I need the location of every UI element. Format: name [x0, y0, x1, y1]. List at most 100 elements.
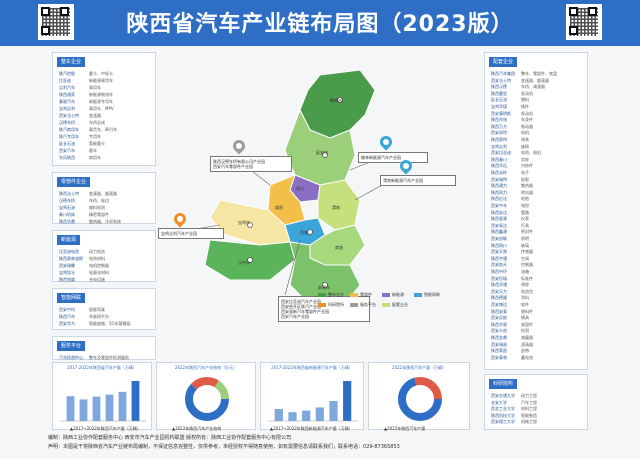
chart-bar — [315, 407, 324, 421]
list-item: 汉德车桥 车桥、轮边 — [59, 198, 109, 204]
footer-line-2: 声明：本图是干将陕西省汽车产业链布局编制，不保证信息完整性，仅供参考，未经授权不… — [48, 444, 400, 450]
item-desc: 材料工程 — [521, 406, 537, 412]
list-item: 西安瑞昌 滤清器 — [491, 342, 533, 348]
panel-title: 新能源 — [57, 235, 81, 245]
item-name: 宝鸡吉利 — [59, 106, 75, 111]
item-desc: 制动器 — [521, 123, 533, 129]
list-item: 陕西华鼎 散热器、冷却系统 — [59, 219, 121, 225]
map-label-hanzhong: 汉中市 — [238, 260, 250, 265]
legend-item: 零部件 — [350, 292, 372, 297]
callout-c4: 宝鸡吉利汽车产业园 — [158, 228, 224, 239]
legend-item: 新能源 — [382, 292, 404, 297]
left-panel-1: 零部件企业 陕西法士特 变速器、缓速器 汉德车桥 车桥、轮边 宝鸡石油 燃料电池 秦川机床 精… — [52, 172, 156, 224]
panel-title: 整车企业 — [57, 57, 86, 67]
callout-line: 西安高新汽车零部件产业园 — [281, 309, 329, 314]
list-item: 西安法士特 变速器 — [59, 113, 101, 119]
item-name: 陕西奥特 — [491, 137, 507, 142]
item-name: 西安汽车 — [59, 148, 75, 153]
item-desc: 标准件 — [521, 275, 533, 281]
bar-chart-svg — [60, 381, 146, 422]
item-desc: 电机控制器 — [89, 263, 109, 268]
item-name: 秦川机床 — [59, 212, 75, 217]
item-desc: 空调 — [521, 255, 529, 261]
item-desc: 蓄电池 — [521, 354, 533, 360]
legend-swatch — [350, 293, 358, 297]
list-item: 陕汽专用车 专用车 — [59, 134, 101, 140]
map-label-yanan: 延安市 — [316, 150, 328, 155]
item-name: 陕西铜川 — [491, 242, 507, 248]
chart-bar — [131, 381, 140, 421]
item-desc: 紧固件 — [521, 321, 533, 327]
list-item: 陕西通力 散热器 — [491, 183, 533, 189]
list-item: 西安易达 灯具 — [491, 223, 529, 229]
item-desc: 模具 — [521, 315, 529, 321]
item-name: 西安比亚迪 — [491, 150, 511, 156]
list-item: 西安中科 智能驾驶 — [59, 307, 105, 313]
chart-bar — [66, 396, 75, 421]
item-name: 西安理工大学 — [491, 419, 515, 425]
legend-item: 整车企业 — [318, 292, 344, 297]
list-item: 陕西万方 制动器 — [491, 124, 533, 130]
item-name: 陕西亿达 — [491, 196, 507, 202]
list-item: 陕西铜川 玻璃 — [491, 243, 529, 249]
item-name: 陕西华远 — [491, 163, 507, 169]
legend-swatch — [350, 303, 358, 307]
callout-c5: 西安比亚迪汽车产业园 西安经开区陕汽产业园 西安高新汽车零部件产业园 西安汽车产… — [278, 296, 370, 322]
item-name: 吉利汽车 — [59, 85, 75, 90]
item-desc: 电机 — [521, 130, 529, 136]
item-name: 陕西长岭 — [491, 170, 507, 175]
chart-bar — [118, 391, 127, 421]
list-item: 西安华为 智能座舱、5G车载模组 — [59, 321, 131, 327]
chart-bar — [105, 394, 114, 421]
item-desc: 新能源专用车 — [89, 99, 113, 104]
item-desc: 照明 — [521, 236, 529, 241]
item-name: 陕西华星 — [491, 321, 507, 327]
list-item: 陕西金鼎 减震器 — [491, 335, 533, 341]
item-desc: 电控 — [521, 203, 529, 208]
list-item: 西安恒瑞 标准件 — [491, 276, 533, 282]
item-desc: 涂料 — [521, 295, 529, 301]
map-label-shangluo: 商洛 — [335, 245, 343, 250]
item-name: 西安远航 — [491, 315, 507, 321]
qr-code-left[interactable] — [38, 4, 74, 40]
list-item: 陕西安泰 塑料件 — [491, 309, 533, 315]
item-name: 陕西万方 — [491, 123, 507, 129]
chart-caption: ▲2017~2022年陕西汽车产量（万辆） — [70, 426, 141, 431]
map-label-weinan: 渭南 — [332, 205, 340, 210]
chart-3: 2017-2022年陕西省新能源汽车产量（万辆） — [260, 362, 364, 430]
item-name: 宝鸡钛谷 — [59, 270, 75, 275]
region-ankang[interactable] — [289, 241, 361, 311]
item-desc: 动力工程 — [521, 393, 537, 398]
item-name: 西安易达 — [491, 222, 507, 228]
item-name: 宝鸡石油 — [59, 205, 75, 210]
item-desc: 轻量化材料 — [89, 270, 109, 275]
list-item: 陕西荣昌 皮带 — [491, 348, 529, 354]
list-item: 陕西长岭 电子 — [491, 170, 529, 176]
list-item: 秦川机床 精密零部件 — [59, 212, 109, 218]
item-name: 西安瑞特 — [491, 176, 507, 182]
item-name: 西安天和 — [491, 249, 507, 255]
item-desc: 皮带 — [521, 348, 529, 354]
legend-swatch — [318, 293, 326, 297]
chart-2: 2022年陕西汽车产业结构（亿元） — [156, 362, 256, 430]
header-bar: 陕西省汽车产业链布局图（2023版） — [0, 0, 640, 46]
item-desc: 控制器 — [521, 262, 533, 268]
item-desc: 车桥、减速器 — [521, 84, 545, 90]
region-yulin[interactable] — [299, 69, 376, 139]
map-label-xian: 西安 — [300, 230, 308, 235]
qr-code-right[interactable] — [566, 4, 602, 40]
map-legend: 整车企业 零部件 新能源 智能网联 科研院所 服务平台 配套企业 — [318, 290, 448, 312]
item-name: 西安天力 — [491, 288, 507, 294]
list-item: 陕西重型 发动机 — [491, 91, 533, 97]
list-item: 陕西科技大学 智能制造 — [491, 413, 537, 419]
list-item: 陕西亿达 轮胎 — [491, 196, 529, 202]
legend-label: 智能网联 — [424, 292, 440, 297]
left-panel-2: 新能源 比亚迪电池 动力电池 陕西奥林波斯 电池材料 西安瑞霖 电机控制器 宝鸡钛谷 轻量化材… — [52, 230, 156, 282]
item-desc: 重卡、中轻卡 — [89, 71, 113, 76]
list-item: 西安康明斯 发动机 — [491, 111, 533, 117]
callout-line: 渭南新能源汽车产业园 — [383, 178, 423, 183]
item-desc: 商用车 — [89, 155, 101, 160]
charts-strip: 2017-2022年陕西省汽车产量（万辆） 2022年陕西汽车产业结构（亿元） … — [52, 362, 470, 431]
item-name: 汽车检测中心 — [59, 355, 83, 360]
item-desc: 燃料电池 — [89, 205, 105, 210]
